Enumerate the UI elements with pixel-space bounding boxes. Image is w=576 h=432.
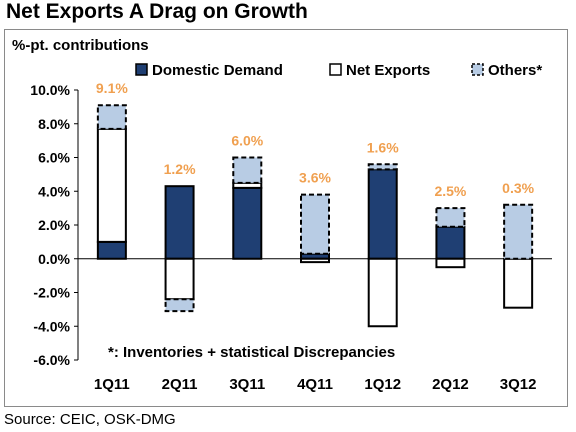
x-tick-label: 3Q11 <box>229 376 265 393</box>
legend-swatch <box>329 63 342 76</box>
bar-net-exports <box>164 257 195 301</box>
bar-domestic-demand <box>435 225 466 260</box>
y-tick-label: 2.0% <box>38 217 70 233</box>
bar-domestic-demand <box>96 240 127 260</box>
total-label: 9.1% <box>96 80 128 96</box>
y-tick-label: -4.0% <box>33 318 70 334</box>
x-tick-label: 4Q11 <box>297 376 333 393</box>
y-axis-label: %-pt. contributions <box>12 37 149 54</box>
y-tick-label: -2.0% <box>33 285 70 301</box>
bar-others <box>232 156 263 184</box>
bar-others <box>367 163 398 171</box>
legend-swatch <box>135 63 148 76</box>
total-label: 3.6% <box>299 170 331 186</box>
footnote: *: Inventories + statistical Discrepanci… <box>108 344 395 361</box>
y-tick-label: 6.0% <box>38 150 70 166</box>
bar-net-exports <box>96 127 127 243</box>
total-label: 2.5% <box>434 183 466 199</box>
y-tick-label: -6.0% <box>33 352 70 368</box>
chart-title: Net Exports A Drag on Growth <box>6 0 308 23</box>
bar-domestic-demand <box>164 185 195 260</box>
total-label: 0.3% <box>502 180 534 196</box>
x-tick-label: 1Q11 <box>94 376 130 393</box>
source-note: Source: CEIC, OSK-DMG <box>4 411 176 428</box>
x-tick-label: 2Q11 <box>162 376 198 393</box>
y-tick-label: 4.0% <box>38 183 70 199</box>
chart-frame <box>4 29 568 407</box>
bar-others <box>164 298 195 313</box>
bar-others <box>435 207 466 228</box>
bar-net-exports <box>300 257 330 264</box>
legend: Domestic Demand Net Exports Others* <box>135 62 542 79</box>
bar-net-exports <box>435 257 466 269</box>
x-tick-label: 3Q12 <box>500 376 537 393</box>
legend-label: Net Exports <box>346 62 430 79</box>
y-tick-label: 0.0% <box>38 251 70 267</box>
bar-net-exports <box>367 257 398 328</box>
x-tick-label: 2Q12 <box>432 376 469 393</box>
y-tick-label: 10.0% <box>30 82 70 98</box>
total-label: 1.2% <box>164 161 196 177</box>
bar-others <box>300 193 330 255</box>
bar-others <box>503 203 534 260</box>
x-tick-label: 1Q12 <box>364 376 401 393</box>
bar-domestic-demand <box>232 186 263 260</box>
bar-domestic-demand <box>367 168 398 260</box>
y-tick-label: 8.0% <box>38 116 70 132</box>
legend-label: Domestic Demand <box>152 62 283 79</box>
bar-net-exports <box>503 257 534 309</box>
plot-area: -6.0% -4.0% -2.0% 0.0% 2.0% 4.0% 6.0% 8.0% 10.0%… <box>30 80 552 393</box>
total-label: 6.0% <box>231 133 263 149</box>
total-label: 1.6% <box>367 139 399 155</box>
legend-swatch <box>471 63 484 76</box>
legend-label: Others* <box>488 62 542 79</box>
bar-others <box>96 104 127 130</box>
